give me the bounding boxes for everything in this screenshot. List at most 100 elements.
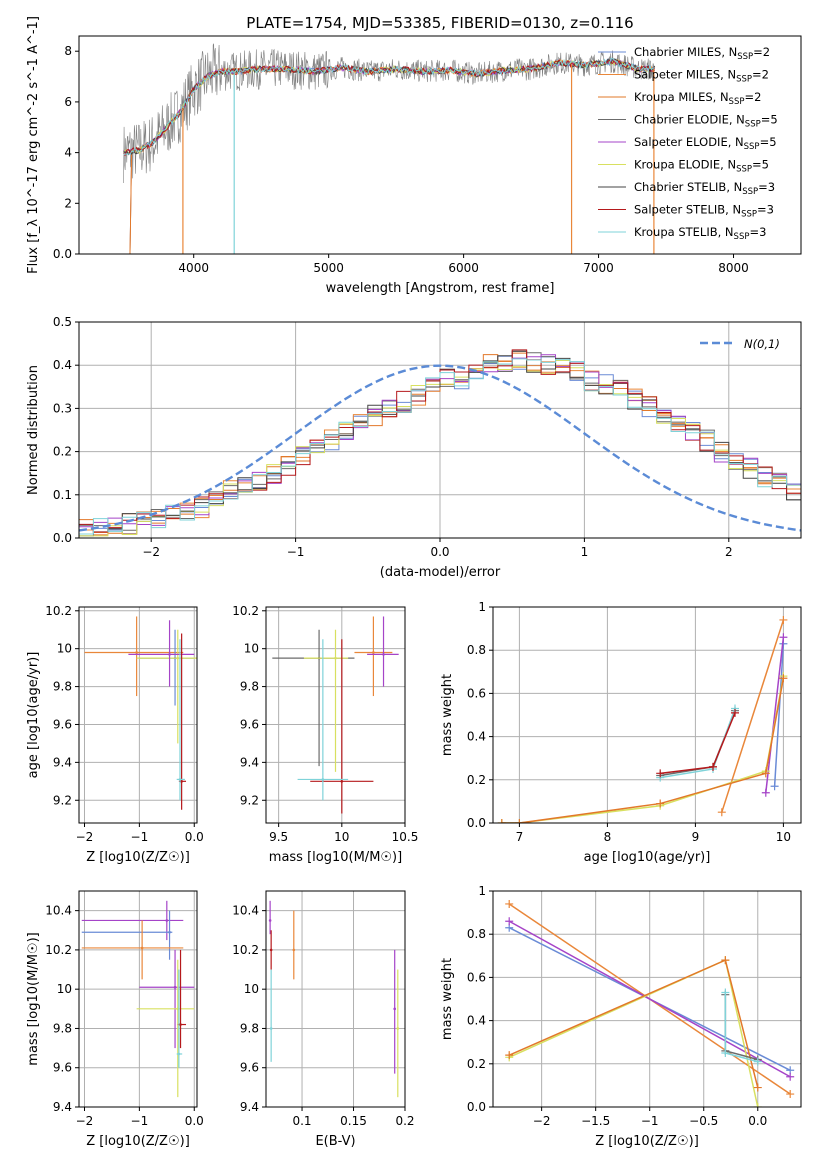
weight-marker xyxy=(721,956,730,965)
y-tick-label: 9.8 xyxy=(240,680,259,694)
weight-marker xyxy=(753,1057,762,1066)
y-tick-label: 0.0 xyxy=(53,247,72,261)
data-point xyxy=(292,948,296,952)
weight-line xyxy=(660,708,736,779)
axes-frame xyxy=(78,890,198,1108)
y-axis-label: Normed distribution xyxy=(26,365,41,495)
x-tick-label: −2 xyxy=(533,1114,551,1128)
weight-line xyxy=(773,643,785,787)
weight-marker xyxy=(515,819,524,823)
weight-line xyxy=(508,959,759,1088)
weight-marker xyxy=(786,1090,795,1099)
weight-marker xyxy=(761,788,770,797)
plot-area xyxy=(123,43,656,254)
y-tick-label: 0.0 xyxy=(467,1100,486,1114)
y-tick-label: 2 xyxy=(64,196,72,210)
x-tick-label: 10 xyxy=(334,830,349,844)
x-axis-label: E(B-V) xyxy=(315,1134,355,1149)
y-tick-label: 4 xyxy=(64,146,72,160)
y-tick-label: 9.4 xyxy=(53,755,72,769)
x-tick-label: −0.5 xyxy=(689,1114,718,1128)
data-point xyxy=(321,778,325,781)
weight-marker xyxy=(770,782,779,791)
x-tick-label: 0.0 xyxy=(748,1114,767,1128)
data-point xyxy=(334,656,337,660)
y-tick-label: 0.3 xyxy=(53,401,72,415)
weight-marker xyxy=(505,1051,514,1060)
y-tick-label: 10.2 xyxy=(232,604,259,618)
x-tick-label: 8 xyxy=(604,830,612,844)
legend-entry: Kroupa MILES, NSSP=2 xyxy=(634,90,761,107)
legend-entry: Salpeter ELODIE, NSSP=5 xyxy=(634,135,777,152)
axes-frame xyxy=(492,890,802,1108)
weight-line xyxy=(765,637,785,793)
data-point xyxy=(173,985,177,989)
plot-area xyxy=(505,899,795,1107)
weight-marker xyxy=(779,633,788,642)
y-axis-label: mass [log10(M/M☉)] xyxy=(26,932,41,1065)
legend-entry: Chabrier STELIB, NSSP=3 xyxy=(634,180,775,197)
weight-marker xyxy=(761,769,770,778)
y-tick-label: 9.8 xyxy=(53,680,72,694)
y-axis-label: mass weight xyxy=(440,958,455,1040)
x-axis-label: Z [log10(Z/Z☉)] xyxy=(86,850,190,865)
panel-spectrum: 4000 5000 6000 7000 8000 0.0 2 4 6 8 wavelength [A… xyxy=(26,16,802,296)
x-axis-label: age [log10(age/yr)] xyxy=(584,850,711,865)
y-tick-label: 0.4 xyxy=(467,1014,486,1028)
y-tick-label: 9.6 xyxy=(240,717,259,731)
y-tick-label: 9.4 xyxy=(240,755,259,769)
x-axis-label: (data-model)/error xyxy=(380,565,501,580)
weight-marker xyxy=(656,799,665,808)
y-tick-label: 0.4 xyxy=(53,358,72,372)
axes-frame xyxy=(492,606,802,824)
weight-line xyxy=(721,619,785,813)
data-point xyxy=(168,930,171,934)
plot-area xyxy=(272,616,399,814)
x-tick-label: 10 xyxy=(776,830,791,844)
data-point xyxy=(382,653,385,656)
axes-frame xyxy=(78,35,802,255)
weight-marker xyxy=(656,769,665,778)
y-tick-label: 0.5 xyxy=(53,315,72,329)
x-tick-label: 7 xyxy=(516,830,524,844)
x-axis-label: Z [log10(Z/Z☉)] xyxy=(86,1134,190,1149)
x-tick-label: 10.5 xyxy=(392,830,419,844)
y-tick-label: 9.8 xyxy=(240,1021,259,1035)
x-tick-label: 0.1 xyxy=(292,1114,311,1128)
y-tick-label: 0.6 xyxy=(467,970,486,984)
y-tick-label: 0.6 xyxy=(467,686,486,700)
panel-mass-weight-vs-age: 7 8 9 10 0.0 0.2 0.4 0.6 0.8 1 age [log10(age/yr)]… xyxy=(440,600,802,865)
x-tick-label: 0.0 xyxy=(185,830,204,844)
weight-marker xyxy=(786,1072,795,1081)
y-tick-label: 0.2 xyxy=(53,445,72,459)
y-tick-label: 10.4 xyxy=(45,904,72,918)
y-tick-label: 9.4 xyxy=(240,1100,259,1114)
data-point xyxy=(268,919,272,922)
x-tick-label: 4000 xyxy=(178,261,209,275)
y-tick-label: 0.0 xyxy=(53,531,72,545)
spectrum-model-line xyxy=(123,58,655,254)
legend-entry: Salpeter STELIB, NSSP=3 xyxy=(634,203,774,220)
x-tick-label: −1 xyxy=(287,545,305,559)
legend-entry: Kroupa ELODIE, NSSP=5 xyxy=(634,158,769,175)
spectrum-model-line xyxy=(123,58,656,154)
plot-area xyxy=(497,615,788,823)
legend-entry: Chabrier MILES, NSSP=2 xyxy=(634,45,770,62)
x-tick-label: −1 xyxy=(131,1114,149,1128)
weight-marker xyxy=(721,988,730,997)
plot-area xyxy=(81,900,195,1098)
x-tick-label: 5000 xyxy=(313,261,344,275)
y-tick-label: 0.8 xyxy=(467,927,486,941)
y-tick-label: 0.2 xyxy=(467,773,486,787)
data-point xyxy=(176,656,180,660)
weight-marker xyxy=(753,1103,762,1107)
data-point xyxy=(269,1027,273,1030)
axes-frame xyxy=(78,321,802,539)
x-tick-label: −1 xyxy=(131,830,149,844)
weight-line xyxy=(660,712,736,775)
spectrum-model-line xyxy=(123,58,656,254)
y-tick-label: 9.6 xyxy=(53,1061,72,1075)
x-axis-label: Z [log10(Z/Z☉)] xyxy=(595,1134,699,1149)
y-axis-label: Flux [f_λ 10^-17 erg cm^-2 s^-1 A^-1] xyxy=(26,16,41,274)
